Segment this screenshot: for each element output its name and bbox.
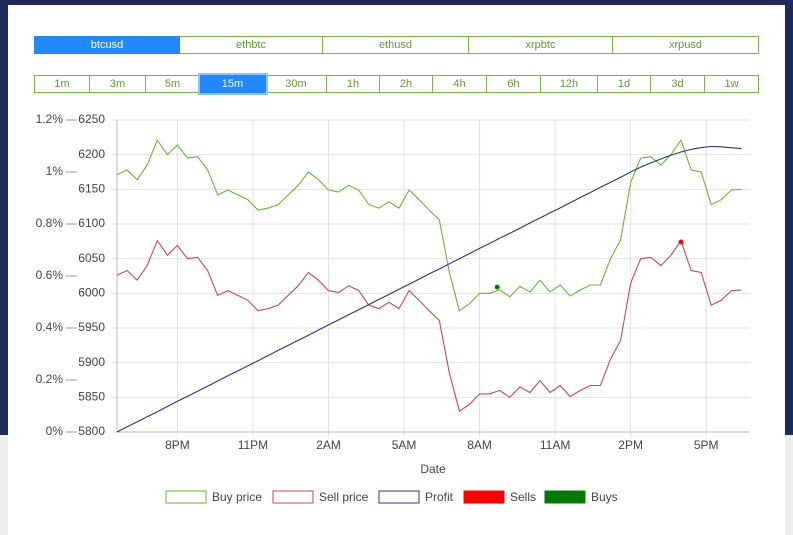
- legend-swatch: [544, 490, 586, 504]
- tab[interactable]: 12h: [541, 75, 598, 93]
- tab[interactable]: ethbtc: [180, 36, 323, 54]
- legend-label: Sells: [510, 490, 536, 504]
- legend-swatch: [378, 490, 420, 504]
- tab[interactable]: 15m: [200, 75, 266, 93]
- pair-tabs: btcusd ethbtc ethusd xrpbtc xrpusd: [34, 36, 759, 54]
- tab[interactable]: 1d: [598, 75, 651, 93]
- point: [494, 284, 500, 290]
- x-axis-label: Date: [420, 462, 446, 476]
- y2-tick-label: 5950: [78, 320, 105, 334]
- interval-tabs: 1m 3m 5m 15m 30m 1h 2h 4h 6h 12h 1d 3d 1w: [34, 75, 759, 93]
- tab[interactable]: xrpusd: [613, 36, 759, 54]
- legend-swatch: [165, 490, 207, 504]
- tab[interactable]: btcusd: [34, 36, 180, 54]
- y2-tick-label: 6000: [78, 286, 105, 300]
- tab[interactable]: 6h: [487, 75, 541, 93]
- y-tick-label: 0%: [46, 424, 64, 438]
- series-line: [116, 145, 742, 433]
- y2-tick-label: 6150: [78, 182, 105, 196]
- y2-tick-label: 5800: [78, 424, 105, 438]
- y-tick-label: 0.2%: [36, 372, 64, 386]
- x-tick-label: 8PM: [165, 438, 190, 452]
- y2-tick-label: 6050: [78, 251, 105, 265]
- tab[interactable]: 5m: [146, 75, 200, 93]
- x-tick-label: 11AM: [540, 438, 570, 452]
- series-line: [116, 239, 742, 413]
- tab[interactable]: 30m: [266, 75, 327, 93]
- tab[interactable]: 1w: [705, 75, 759, 93]
- x-tick-label: 5PM: [694, 438, 719, 452]
- tab[interactable]: 3d: [651, 75, 705, 93]
- x-tick-label: 2PM: [618, 438, 643, 452]
- y2-tick-label: 6200: [78, 147, 105, 161]
- x-tick-label: 5AM: [392, 438, 417, 452]
- tab[interactable]: 2h: [380, 75, 433, 93]
- edge: [785, 435, 793, 535]
- y-tick-label: 0.6%: [36, 268, 64, 282]
- legend-label: Sell price: [319, 490, 369, 504]
- tab[interactable]: ethusd: [323, 36, 469, 54]
- tab[interactable]: 4h: [433, 75, 487, 93]
- tab[interactable]: 1m: [34, 75, 90, 93]
- legend-swatch: [463, 490, 505, 504]
- x-tick-label: 2AM: [316, 438, 341, 452]
- y2-tick-label: 6100: [78, 216, 105, 230]
- y-tick-label: 0.8%: [36, 216, 64, 230]
- y-tick-label: 1.2%: [36, 112, 64, 126]
- y2-tick-label: 5850: [78, 390, 105, 404]
- legend-label: Profit: [425, 490, 454, 504]
- edge: [0, 435, 8, 535]
- x-tick-label: 11PM: [238, 438, 268, 452]
- legend-swatch: [272, 490, 314, 504]
- point: [678, 239, 684, 245]
- y2-tick-label: 6250: [78, 112, 105, 126]
- y-tick-label: 1%: [46, 164, 64, 178]
- y2-tick-label: 5900: [78, 355, 105, 369]
- y-tick-label: 0.4%: [36, 320, 64, 334]
- panel: [8, 5, 785, 535]
- x-tick-label: 8AM: [467, 438, 492, 452]
- legend-label: Buy price: [212, 490, 262, 504]
- tab[interactable]: xrpbtc: [469, 36, 613, 54]
- legend-label: Buys: [591, 490, 618, 504]
- tab[interactable]: 3m: [90, 75, 146, 93]
- tab[interactable]: 1h: [327, 75, 380, 93]
- series-line: [116, 138, 742, 312]
